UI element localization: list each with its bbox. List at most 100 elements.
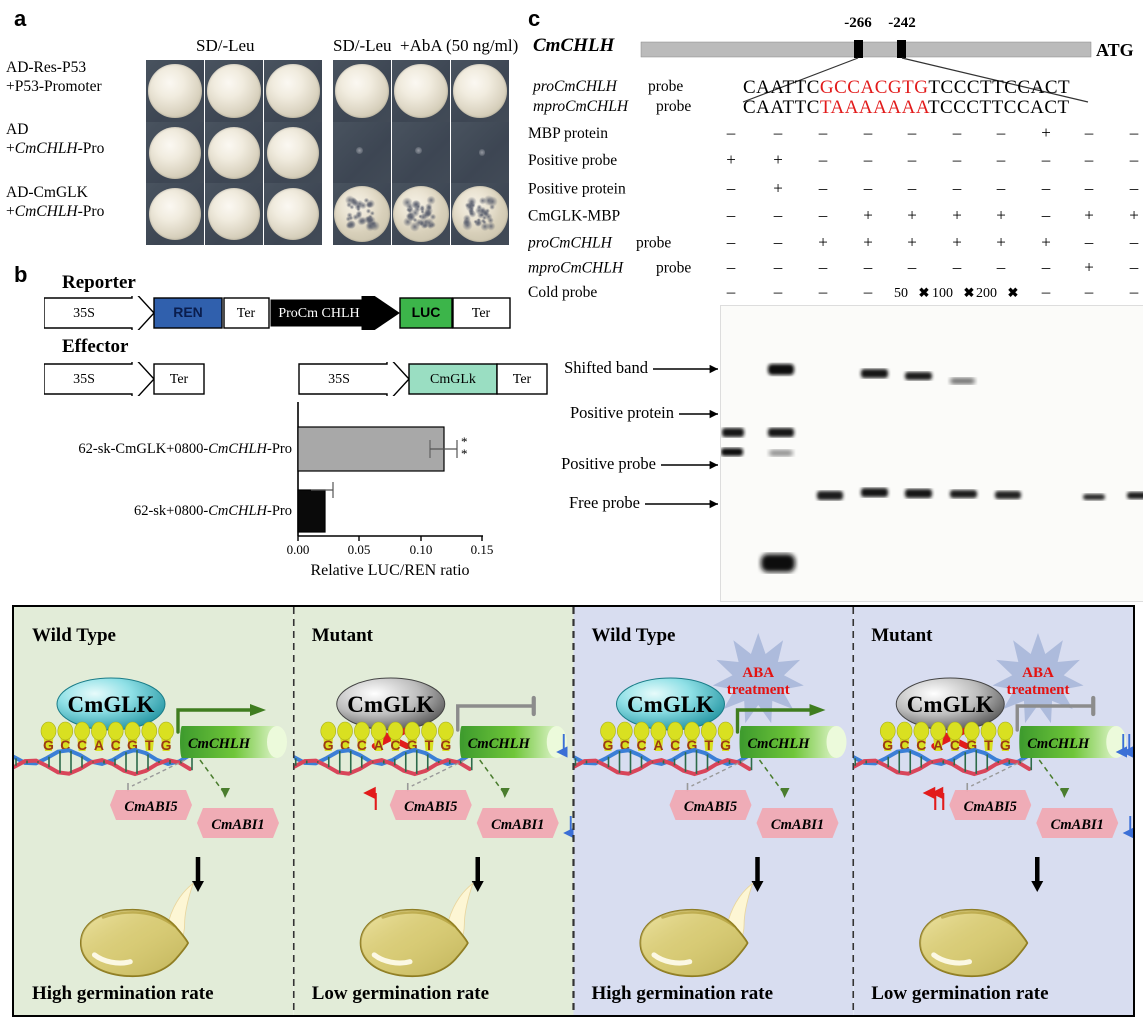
svg-text:CmCHLH: CmCHLH bbox=[533, 35, 616, 56]
svg-text:–: – bbox=[863, 258, 873, 277]
svg-text:Low germination rate: Low germination rate bbox=[312, 983, 489, 1004]
svg-text:Shifted band: Shifted band bbox=[564, 358, 649, 377]
svg-text:–: – bbox=[818, 123, 828, 142]
svg-text:+: + bbox=[952, 205, 962, 224]
svg-text:–: – bbox=[726, 205, 736, 224]
svg-text:mproCmCHLH: mproCmCHLH bbox=[528, 260, 624, 277]
svg-text:proCmCHLH: proCmCHLH bbox=[528, 234, 613, 251]
svg-text:CmGLK: CmGLK bbox=[68, 692, 155, 717]
svg-text:–: – bbox=[1041, 282, 1051, 301]
svg-text:Low germination rate: Low germination rate bbox=[871, 983, 1048, 1004]
svg-text:–: – bbox=[1129, 282, 1139, 301]
svg-text:G: G bbox=[603, 737, 614, 753]
svg-text:–: – bbox=[1084, 179, 1094, 198]
svg-text:Positive protein: Positive protein bbox=[570, 403, 674, 422]
svg-text:C: C bbox=[357, 737, 367, 753]
svg-text:+: + bbox=[773, 150, 783, 169]
svg-text:+: + bbox=[996, 232, 1006, 251]
svg-text:–: – bbox=[726, 258, 736, 277]
svg-text:–: – bbox=[1129, 123, 1139, 142]
svg-text:T: T bbox=[425, 737, 434, 753]
svg-text:200: 200 bbox=[976, 286, 997, 301]
svg-text:CmABI1: CmABI1 bbox=[491, 817, 544, 833]
svg-text:62-sk+0800-CmCHLH-Pro: 62-sk+0800-CmCHLH-Pro bbox=[134, 503, 292, 519]
svg-text:–: – bbox=[907, 123, 917, 142]
svg-text:T: T bbox=[984, 737, 993, 753]
svg-text:35S: 35S bbox=[328, 372, 350, 387]
svg-text:–: – bbox=[1129, 179, 1139, 198]
svg-text:0.00: 0.00 bbox=[287, 542, 310, 557]
svg-text:CmABI5: CmABI5 bbox=[124, 799, 177, 815]
svg-text:CmGLk: CmGLk bbox=[430, 372, 476, 387]
svg-text:+: + bbox=[1084, 205, 1094, 224]
svg-text:CmABI5: CmABI5 bbox=[964, 799, 1017, 815]
svg-text:Mutant: Mutant bbox=[312, 625, 374, 646]
svg-text:–: – bbox=[907, 258, 917, 277]
svg-text:ABA: ABA bbox=[1022, 665, 1054, 681]
svg-text:C: C bbox=[950, 737, 960, 753]
svg-text:probe: probe bbox=[636, 234, 671, 251]
svg-text:35S: 35S bbox=[73, 372, 95, 387]
svg-text:–: – bbox=[952, 123, 962, 142]
svg-text:CmCHLH: CmCHLH bbox=[1027, 736, 1090, 752]
svg-text:-266: -266 bbox=[844, 15, 872, 31]
svg-text:–: – bbox=[996, 179, 1006, 198]
svg-text:Mutant: Mutant bbox=[871, 625, 933, 646]
svg-text:–: – bbox=[726, 282, 736, 301]
svg-text:ProCm CHLH: ProCm CHLH bbox=[278, 306, 359, 321]
svg-text:Ter: Ter bbox=[472, 306, 491, 321]
svg-text:Relative LUC/REN ratio: Relative LUC/REN ratio bbox=[310, 562, 469, 579]
svg-text:CmABI1: CmABI1 bbox=[771, 817, 824, 833]
svg-text:G: G bbox=[882, 737, 893, 753]
svg-text:Wild Type: Wild Type bbox=[592, 625, 676, 646]
svg-text:–: – bbox=[1084, 232, 1094, 251]
svg-text:CmABI1: CmABI1 bbox=[211, 817, 264, 833]
svg-text:+: + bbox=[996, 205, 1006, 224]
svg-text:Ter: Ter bbox=[170, 372, 189, 387]
svg-text:G: G bbox=[720, 737, 731, 753]
svg-text:–: – bbox=[863, 150, 873, 169]
svg-text:C: C bbox=[77, 737, 87, 753]
svg-text:100: 100 bbox=[932, 286, 953, 301]
svg-text:CmABI1: CmABI1 bbox=[1051, 817, 1104, 833]
svg-text:–: – bbox=[1129, 150, 1139, 169]
svg-text:CmGLK: CmGLK bbox=[347, 692, 434, 717]
svg-text:CmCHLH: CmCHLH bbox=[468, 736, 531, 752]
svg-text:Cold probe: Cold probe bbox=[528, 284, 597, 301]
svg-text:LUC: LUC bbox=[412, 304, 441, 320]
svg-text:–: – bbox=[773, 258, 783, 277]
svg-text:–: – bbox=[996, 258, 1006, 277]
svg-text:+: + bbox=[773, 179, 783, 198]
svg-text:–: – bbox=[1041, 179, 1051, 198]
svg-text:G: G bbox=[161, 737, 172, 753]
svg-text:proCmCHLH: proCmCHLH bbox=[532, 78, 618, 95]
svg-text:CmCHLH: CmCHLH bbox=[748, 736, 811, 752]
svg-text:T: T bbox=[705, 737, 714, 753]
svg-text:–: – bbox=[1084, 150, 1094, 169]
svg-text:35S: 35S bbox=[73, 306, 95, 321]
svg-text:–: – bbox=[726, 179, 736, 198]
svg-text:REN: REN bbox=[173, 304, 203, 320]
svg-text:CmGLK: CmGLK bbox=[627, 692, 714, 717]
svg-text:treatment: treatment bbox=[727, 682, 790, 698]
svg-text:–: – bbox=[952, 150, 962, 169]
svg-text:CmGLK: CmGLK bbox=[907, 692, 994, 717]
svg-text:G: G bbox=[43, 737, 54, 753]
svg-text:probe: probe bbox=[656, 98, 691, 115]
svg-text:High germination rate: High germination rate bbox=[592, 983, 774, 1004]
svg-text:–: – bbox=[773, 232, 783, 251]
svg-text:–: – bbox=[863, 179, 873, 198]
svg-text:–: – bbox=[818, 258, 828, 277]
svg-text:–: – bbox=[818, 179, 828, 198]
svg-text:mproCmCHLH: mproCmCHLH bbox=[533, 98, 629, 115]
svg-text:C: C bbox=[111, 737, 121, 753]
svg-text:–: – bbox=[1084, 123, 1094, 142]
svg-text:✖: ✖ bbox=[1008, 285, 1019, 300]
svg-text:0.05: 0.05 bbox=[348, 542, 371, 557]
svg-text:–: – bbox=[818, 150, 828, 169]
svg-text:Positive protein: Positive protein bbox=[528, 181, 626, 198]
svg-text:CAATTCGCCACGTGTCCCTTCCACT: CAATTCGCCACGTGTCCCTTCCACT bbox=[743, 77, 1070, 98]
svg-text:MBP protein: MBP protein bbox=[528, 125, 608, 142]
svg-text:+: + bbox=[907, 232, 917, 251]
svg-text:+: + bbox=[1041, 123, 1051, 142]
